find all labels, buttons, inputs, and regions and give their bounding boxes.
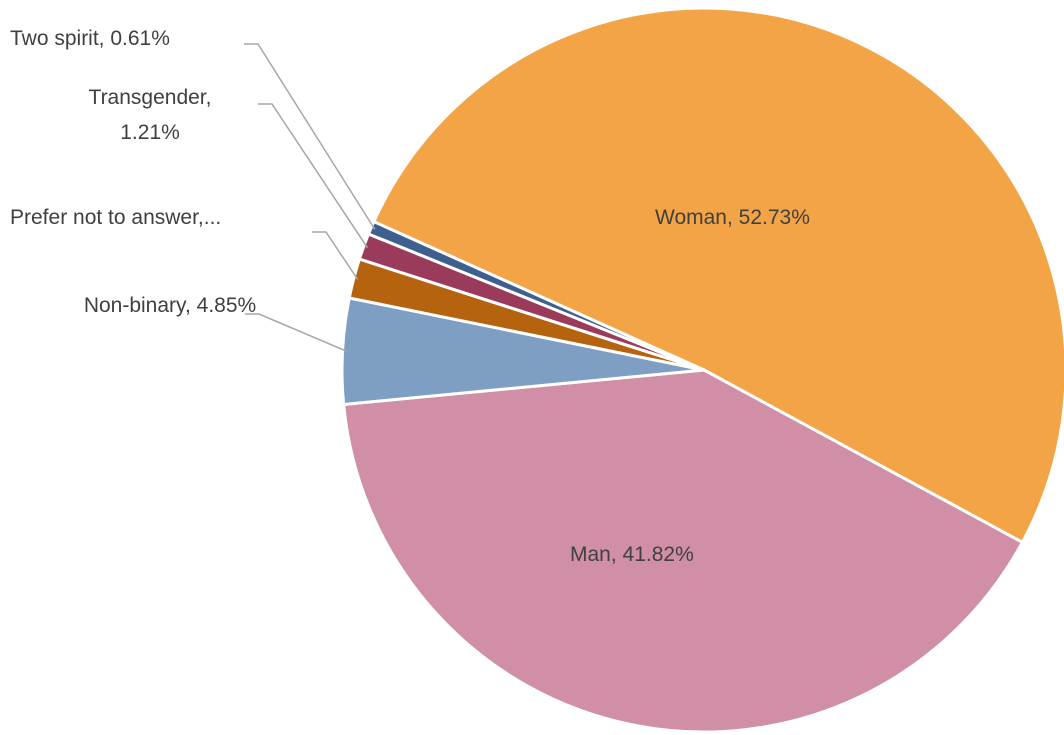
pie-slice: [371, 6, 1064, 545]
pie-slice: [342, 368, 1025, 734]
data-label: Prefer not to answer,...: [10, 206, 222, 229]
data-label: Man, 41.82%: [570, 543, 694, 566]
data-label: Woman, 52.73%: [655, 206, 810, 229]
leader-line: [244, 43, 376, 230]
data-label: Two spirit, 0.61%: [10, 27, 170, 50]
leader-line: [312, 231, 359, 280]
leader-line: [245, 313, 347, 352]
pie-slice: [366, 219, 705, 372]
leader-line: [258, 103, 369, 249]
data-label: Non-binary, 4.85%: [83, 294, 257, 317]
data-label: Transgender, 1.21%: [88, 86, 212, 144]
